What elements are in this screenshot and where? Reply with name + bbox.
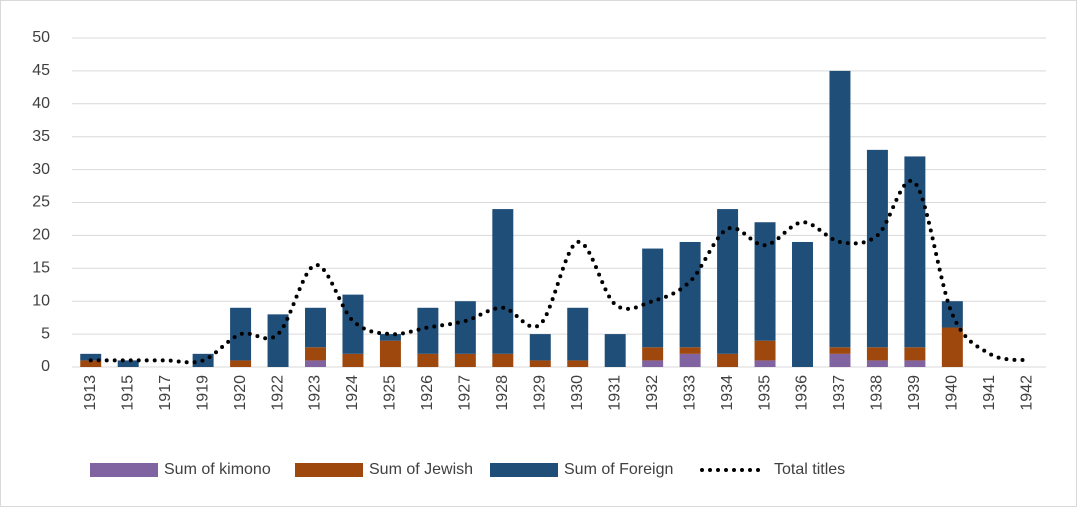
bar-segment xyxy=(454,353,476,367)
bar-segment xyxy=(866,360,888,367)
bar-segment xyxy=(342,294,364,354)
x-tick-label: 1930 xyxy=(569,375,586,411)
x-tick-label: 1936 xyxy=(794,375,811,411)
x-tick-label: 1931 xyxy=(606,375,623,411)
bar-segment xyxy=(642,360,664,367)
x-tick-label: 1938 xyxy=(869,375,886,411)
bar-segment xyxy=(866,347,888,361)
x-tick-label: 1939 xyxy=(906,375,923,411)
bar-segment xyxy=(80,353,102,361)
x-tick-label: 1935 xyxy=(756,375,773,411)
bar-segment xyxy=(829,70,851,348)
x-tick-label: 1929 xyxy=(531,375,548,411)
bar-segment xyxy=(866,149,888,348)
bar-segment xyxy=(305,307,326,348)
bar-segment xyxy=(454,301,476,354)
y-tick-label: 20 xyxy=(32,227,50,244)
bar-segment xyxy=(754,340,776,361)
x-tick-label: 1920 xyxy=(232,375,249,411)
y-tick-label: 5 xyxy=(41,325,50,342)
bar-segment xyxy=(904,156,926,348)
bar-segment xyxy=(305,347,326,361)
y-tick-label: 15 xyxy=(32,260,50,277)
x-tick-label: 1913 xyxy=(82,375,99,411)
bar-segment xyxy=(567,360,589,367)
bar-segment xyxy=(342,353,364,367)
bar-segment xyxy=(529,334,551,361)
x-tick-label: 1919 xyxy=(194,375,211,411)
bar-segment xyxy=(754,222,776,341)
x-tick-label: 1915 xyxy=(119,375,136,411)
bar-segment xyxy=(679,241,701,348)
x-tick-label: 1926 xyxy=(419,375,436,411)
legend-swatch xyxy=(295,463,363,477)
bar-segment xyxy=(717,353,739,367)
bar-segment xyxy=(679,353,701,367)
x-tick-label: 1942 xyxy=(1018,375,1035,411)
bar-segment xyxy=(829,353,851,367)
x-tick-label: 1917 xyxy=(157,375,174,411)
y-tick-label: 45 xyxy=(32,62,50,79)
bar-segment xyxy=(904,347,926,361)
bar-segment xyxy=(567,307,589,361)
bar-segment xyxy=(80,360,102,367)
y-tick-label: 30 xyxy=(32,161,50,178)
bar-segment xyxy=(379,334,401,341)
bar-segment xyxy=(754,360,776,367)
bar-segment xyxy=(492,353,514,367)
x-tick-label: 1941 xyxy=(981,375,998,411)
legend-swatch xyxy=(490,463,558,477)
bar-segment xyxy=(492,209,514,354)
bar-segment xyxy=(267,314,289,367)
bar-segment xyxy=(305,360,326,367)
bar-segment xyxy=(417,353,439,367)
y-tick-label: 25 xyxy=(32,194,50,211)
x-tick-label: 1924 xyxy=(344,375,361,411)
bar-segment xyxy=(904,360,926,367)
bar-segment xyxy=(642,248,664,348)
x-tick-label: 1922 xyxy=(269,375,286,411)
x-tick-label: 1933 xyxy=(681,375,698,411)
y-tick-label: 35 xyxy=(32,128,50,145)
x-tick-label: 1940 xyxy=(944,375,961,411)
x-tick-label: 1928 xyxy=(494,375,511,411)
bar-segment xyxy=(604,334,626,367)
bar-segment xyxy=(829,347,851,354)
y-tick-label: 10 xyxy=(32,292,50,309)
bar-segment xyxy=(529,360,551,367)
legend-label: Total titles xyxy=(774,461,845,478)
bar-segment xyxy=(792,241,813,367)
y-tick-label: 0 xyxy=(41,358,50,375)
bar-segment xyxy=(379,340,401,367)
bar-segment xyxy=(941,301,963,328)
bar-segment xyxy=(642,347,664,361)
bar-segment xyxy=(417,307,439,354)
bar-segment xyxy=(230,360,252,367)
legend-label: Sum of Foreign xyxy=(564,461,673,478)
y-tick-label: 40 xyxy=(32,95,50,112)
y-tick-label: 50 xyxy=(32,29,50,46)
x-tick-label: 1937 xyxy=(831,375,848,411)
x-tick-label: 1925 xyxy=(382,375,399,411)
bar-segment xyxy=(941,327,963,367)
legend-label: Sum of Jewish xyxy=(369,461,473,478)
x-tick-label: 1932 xyxy=(644,375,661,411)
x-tick-label: 1927 xyxy=(457,375,474,411)
bar-segment xyxy=(679,347,701,354)
bar-segment xyxy=(717,209,739,354)
legend-swatch xyxy=(90,463,158,477)
x-tick-label: 1923 xyxy=(307,375,324,411)
x-tick-label: 1934 xyxy=(719,375,736,411)
bar-segment xyxy=(117,360,139,367)
legend-label: Sum of kimono xyxy=(164,461,271,478)
